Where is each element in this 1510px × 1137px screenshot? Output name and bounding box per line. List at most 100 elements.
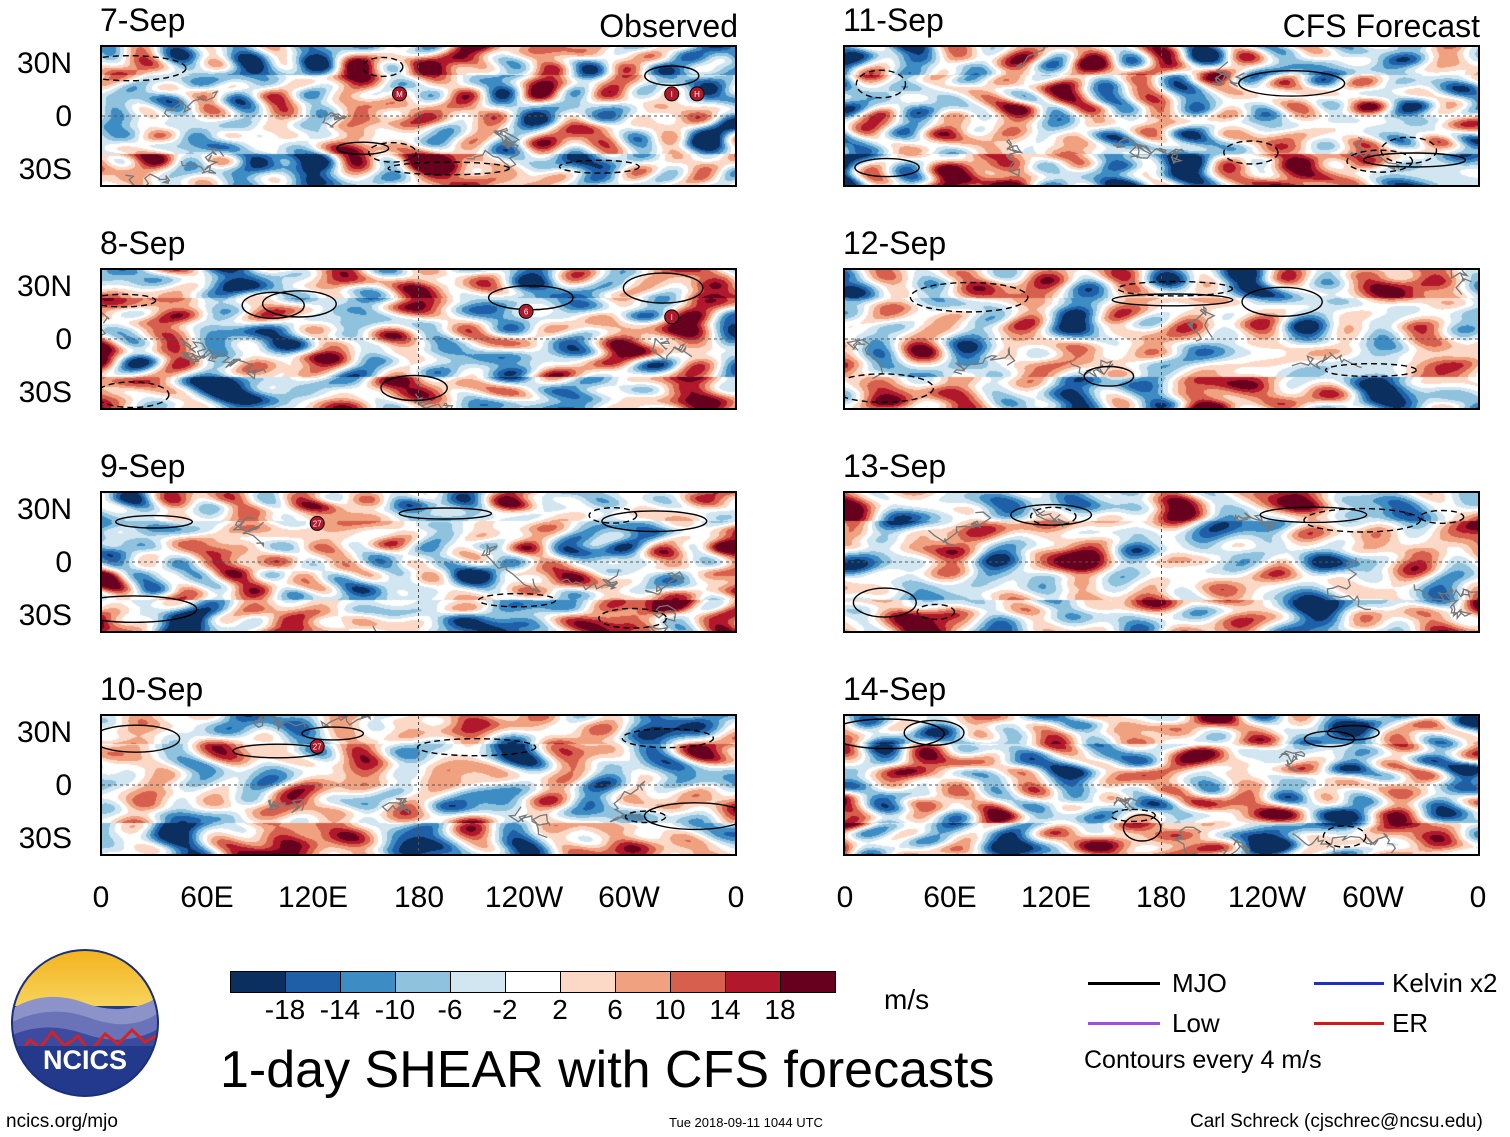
lat-label-30s: 30S (18, 822, 72, 855)
lat-label-0: 0 (55, 100, 72, 133)
kelvin-legend-label: Kelvin x2 (1392, 968, 1498, 998)
map-panel-right-1 (843, 45, 1480, 187)
mjo-contour (845, 373, 935, 403)
map-panel-right-4 (843, 714, 1480, 856)
lat-label-30n: 30N (16, 270, 72, 303)
coastline (927, 511, 992, 547)
mjo-contour (1238, 70, 1346, 97)
mjo-contour (416, 738, 537, 757)
contour-overlay: 27 (102, 716, 735, 854)
coastline (609, 780, 646, 823)
coastline (372, 625, 377, 631)
mjo-contour (1241, 286, 1323, 317)
colorbar-tick-label: 10 (654, 994, 686, 1025)
colorbar-swatch (340, 971, 396, 993)
panel-title-left-2: 8-Sep (100, 225, 186, 261)
contour-overlay (845, 493, 1478, 631)
colorbar-swatch (725, 971, 781, 993)
colorbar-tick-label: 18 (764, 994, 796, 1025)
low-legend-line (1088, 1022, 1160, 1025)
coastline (381, 797, 410, 814)
lat-label-30n: 30N (16, 47, 72, 80)
coastline (1233, 512, 1276, 533)
mjo-contour (852, 587, 917, 618)
mjo-contour (1303, 730, 1355, 748)
lon-label: 0 (727, 881, 745, 914)
coastline (1291, 351, 1362, 370)
coastline (1187, 305, 1216, 342)
colorbar-swatch (670, 971, 726, 993)
coastline (232, 516, 265, 548)
footer-url[interactable]: ncics.org/mjo (6, 1111, 118, 1132)
mjo-contour (622, 272, 704, 304)
mjo-contour (301, 726, 365, 741)
lat-label-0: 0 (55, 769, 72, 802)
mjo-contour (477, 592, 557, 608)
coastline (846, 338, 884, 380)
colorbar-tick-label: -18 (264, 994, 306, 1025)
kelvin-legend-line (1314, 982, 1384, 985)
coastline (1413, 584, 1473, 621)
map-panel-left-3: 27 (100, 491, 737, 633)
coastline (1220, 836, 1251, 854)
coastline (181, 338, 216, 363)
coastline (1112, 136, 1152, 159)
panel-title-left-1: 7-Sep (100, 2, 186, 38)
map-panel-left-4: 27 (100, 714, 737, 856)
contour-overlay: 27 (102, 493, 735, 631)
coastline (1174, 826, 1202, 854)
mjo-contour (601, 510, 708, 533)
lon-label: 60W (1342, 881, 1404, 914)
mjo-contour (1223, 140, 1279, 165)
mjo-contour (903, 719, 965, 746)
colorbar-swatch (395, 971, 451, 993)
contour-note: Contours every 4 m/s (1084, 1046, 1322, 1074)
mjo-contour (1380, 136, 1438, 165)
lat-label-30s: 30S (18, 599, 72, 632)
coastline (321, 111, 348, 128)
mjo-contour (1110, 808, 1156, 823)
colorbar-tick-label: 2 (552, 994, 568, 1025)
colorbar-swatch (615, 971, 671, 993)
mjo-contour (1324, 362, 1418, 378)
mjo-contour (1346, 149, 1414, 173)
coastline (466, 138, 519, 171)
coastline (1292, 832, 1338, 854)
mjo-contour (102, 724, 181, 753)
lon-label: 0 (92, 881, 110, 914)
coastline (558, 569, 620, 591)
mjo-contour (102, 381, 170, 408)
storm-marker-label: I (671, 90, 673, 99)
storm-marker: 27 (309, 738, 325, 754)
lon-label: 60W (598, 881, 660, 914)
coastline (481, 544, 541, 593)
storm-marker: M (392, 86, 407, 102)
coastline (250, 716, 306, 732)
mjo-contour (261, 290, 337, 318)
mjo-contour (380, 374, 448, 402)
mjo-contour (621, 728, 715, 749)
panel-title-right-3: 13-Sep (843, 448, 947, 484)
coastline (1450, 270, 1472, 295)
panel-title-left-4: 10-Sep (100, 671, 204, 707)
mjo-contour (1117, 280, 1234, 297)
storm-marker: I (664, 86, 680, 102)
contour-overlay (845, 716, 1478, 854)
colorbar-swatch (285, 971, 341, 993)
mjo-contour (1419, 509, 1465, 525)
lat-label-0: 0 (55, 546, 72, 579)
mjo-contour (232, 743, 324, 759)
map-panel-right-3 (843, 491, 1480, 633)
mjo-contour (102, 595, 198, 623)
coastline (493, 127, 520, 149)
storm-marker: 6 (518, 303, 534, 319)
mjo-contour (102, 55, 187, 82)
storm-marker-label: M (396, 90, 403, 99)
lat-label-30n: 30N (16, 493, 72, 526)
coastline (1278, 750, 1306, 772)
contour-overlay: 6I (102, 270, 735, 408)
mjo-contour (643, 802, 735, 831)
coastline (952, 346, 1016, 375)
